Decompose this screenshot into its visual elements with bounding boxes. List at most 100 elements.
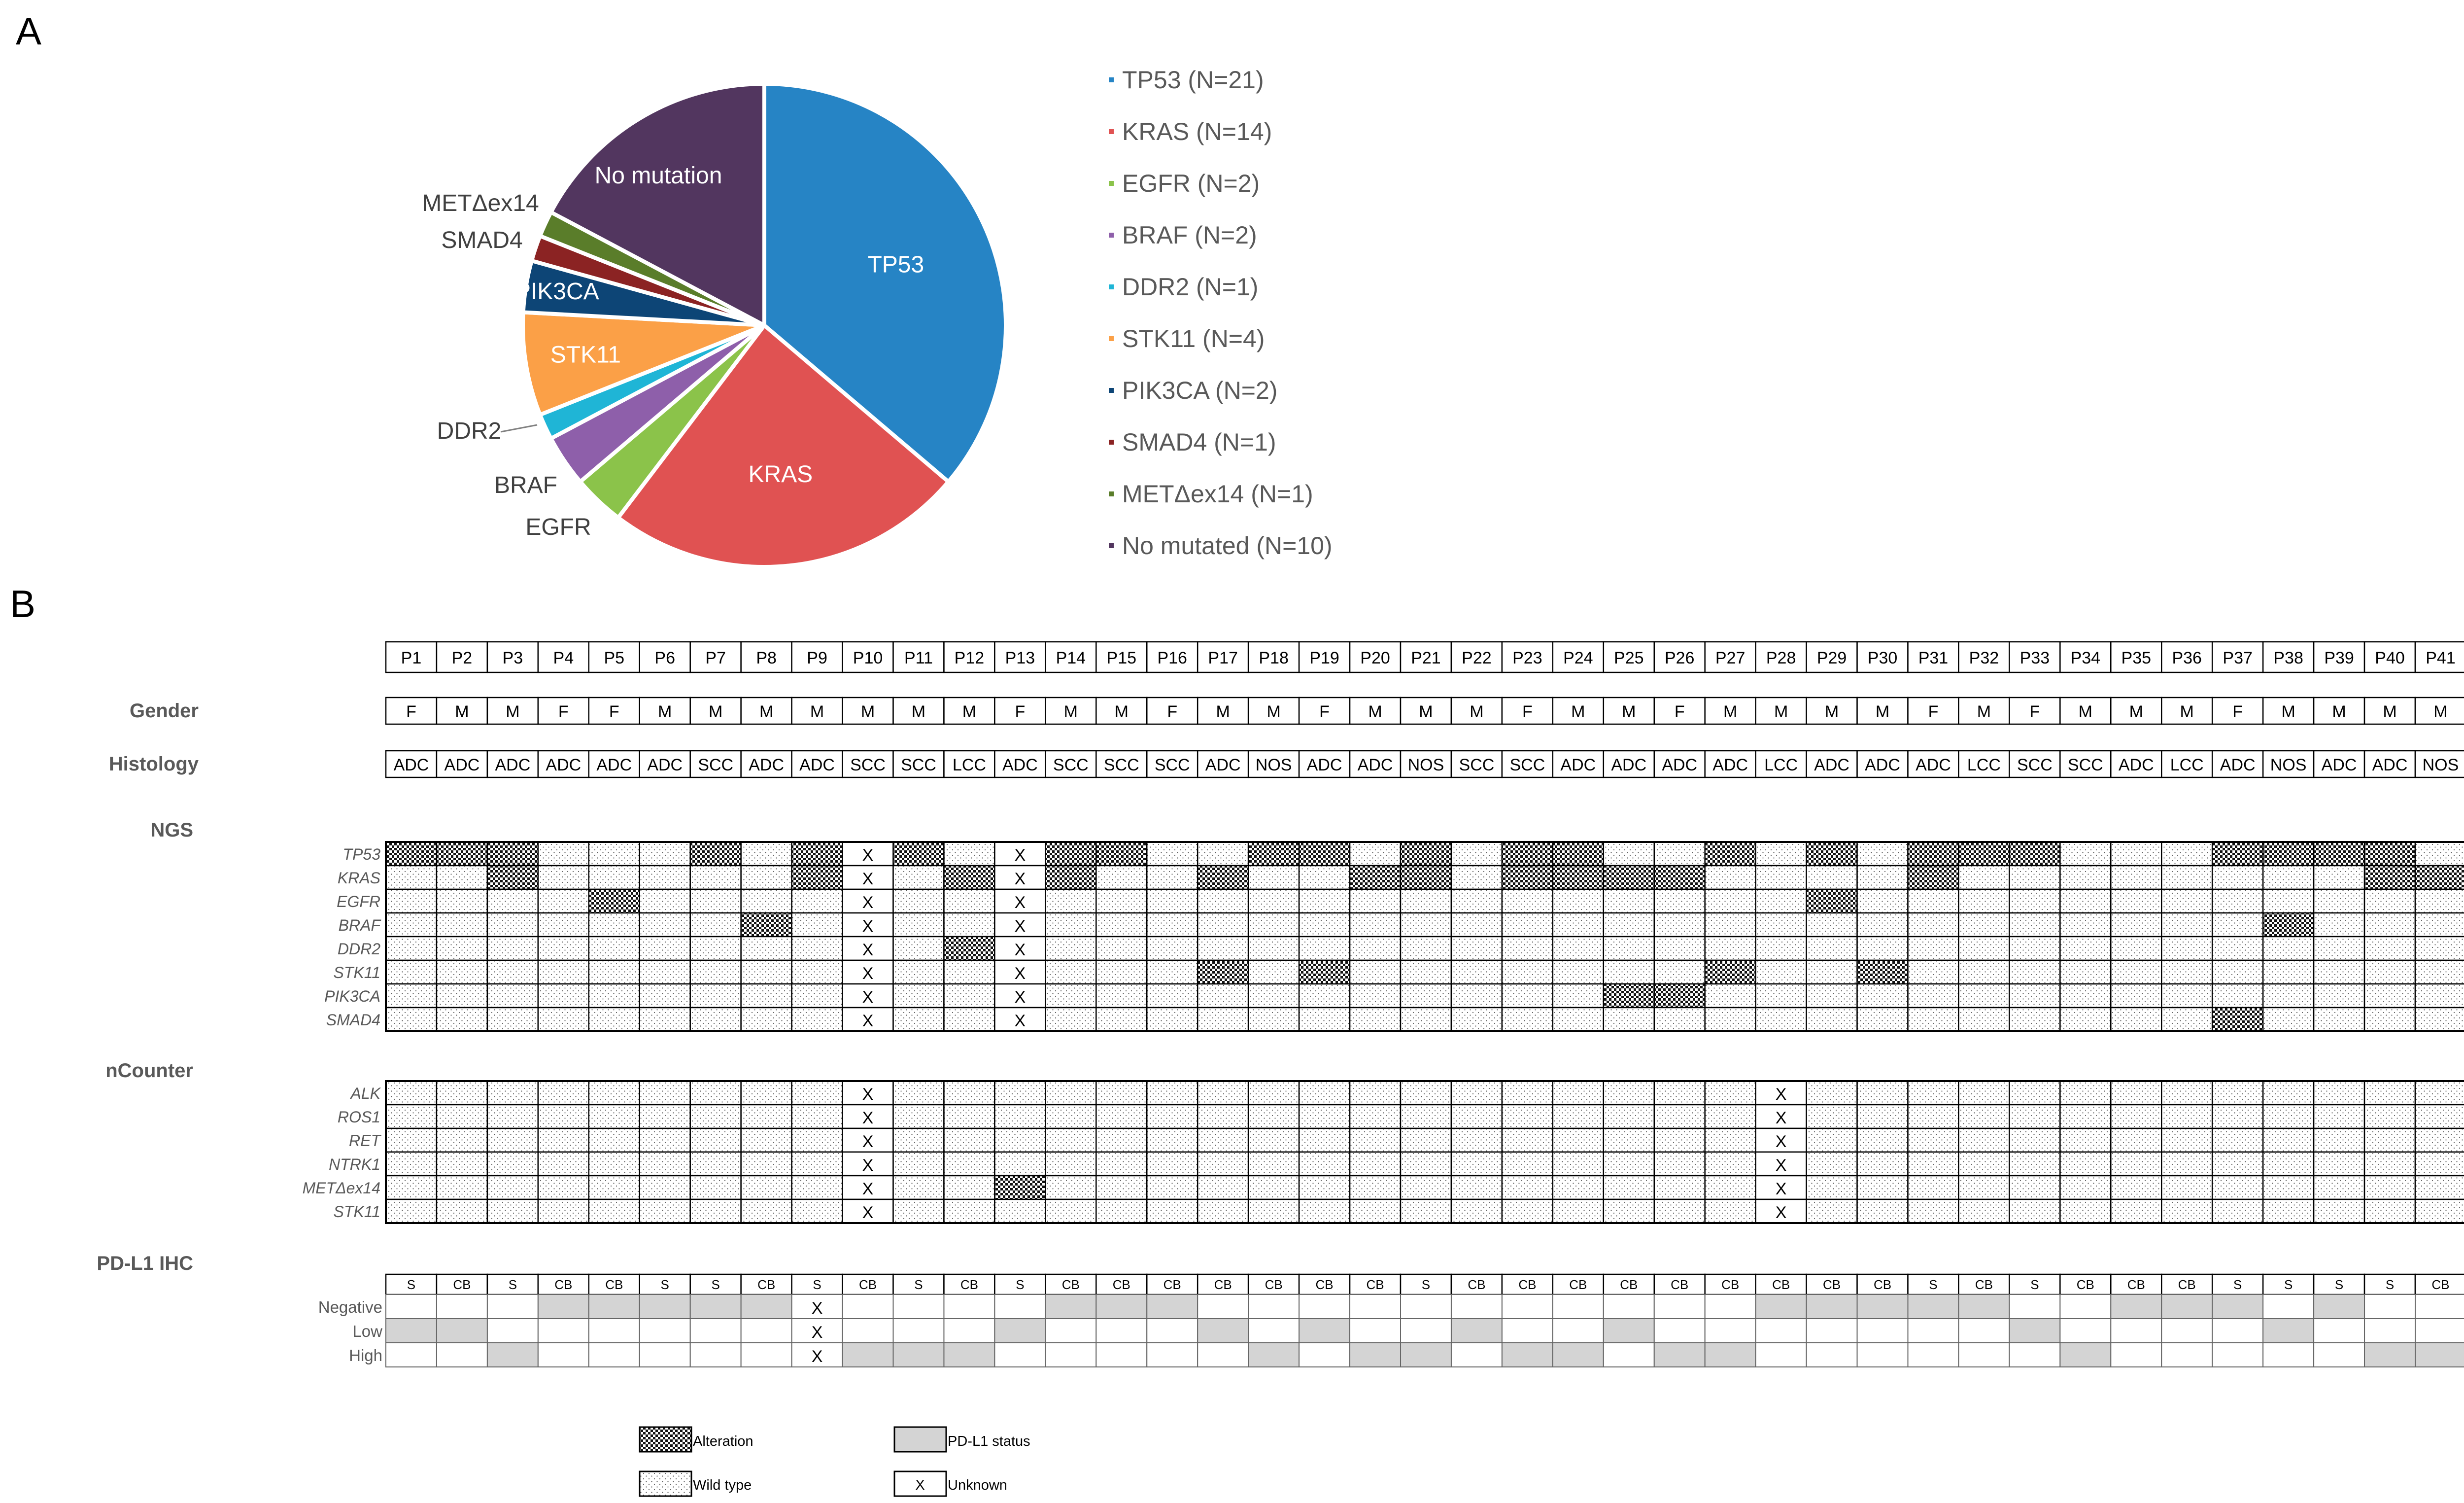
ngs-cell-wild-type [943,983,995,1009]
ncounter-cell-wild-type [1552,1080,1605,1106]
ncounter-cell-wild-type [1704,1175,1756,1200]
pdl1-antibody-value: S [509,1277,517,1292]
patient-id-p6: P6 [654,649,675,667]
ncounter-cell-wild-type [1247,1175,1300,1200]
pdl1-antibody-value: S [407,1277,415,1292]
pdl1-status-cell-filled [2313,1294,2365,1319]
pdl1-status-cell [588,1342,640,1367]
ncounter-cell-wild-type [1400,1175,1452,1200]
patient-header-cell [588,641,641,673]
ngs-cell-wild-type [1045,959,1097,985]
gender-cell [486,697,539,725]
ngs-cell-wild-type [1501,912,1554,938]
ncounter-cell-wild-type [1450,1127,1503,1153]
ngs-cell-wild-type [1247,1007,1300,1032]
ngs-cell-wild-type [1958,912,2010,938]
ncounter-cell-wild-type [1907,1198,1959,1224]
patient-header-cell [2110,641,2162,673]
ncounter-cell-wild-type [1806,1198,1858,1224]
ngs-unknown-mark: X [862,870,874,888]
ngs-cell-alteration [1501,841,1554,867]
ngs-cell-wild-type [1958,983,2010,1009]
ncounter-cell-wild-type [1856,1198,1909,1224]
ngs-cell-wild-type [639,1007,691,1032]
pdl1-antibody-value: CB [1468,1277,1485,1292]
histology-value: NOS [1256,756,1292,774]
legend-label-kras: KRAS (N=14) [1122,118,1272,145]
panel-label-b: B [10,582,35,626]
ncounter-cell-wild-type [791,1151,843,1177]
pie-legend: TP53 (N=21) KRAS (N=14) EGFR (N=2) BRAF (N=… [1109,66,1333,559]
ncounter-cell-wild-type [436,1151,488,1177]
ncounter-cell-wild-type [1349,1151,1402,1177]
gender-value: M [1266,702,1280,721]
ncounter-cell-wild-type [537,1104,590,1129]
ngs-frame [385,841,2464,1032]
ngs-cell-wild-type [1958,888,2010,914]
ngs-cell-alteration [436,841,488,867]
ngs-cell-alteration [385,841,438,867]
histology-cell [1501,750,1554,778]
pdl1-status-cell-filled [1299,1318,1351,1343]
gender-value: M [1977,702,1991,721]
pdl1-status-cell [486,1318,539,1343]
ngs-cell-wild-type [943,1007,995,1032]
ncounter-cell-wild-type [486,1198,539,1224]
pdl1-antibody-value: CB [1518,1277,1536,1292]
ngs-cell-wild-type [1450,912,1503,938]
ngs-unknown-mark: X [1015,893,1026,912]
ngs-cell-wild-type [2313,936,2365,961]
pdl1-status-cell [436,1342,488,1367]
ncounter-cell-wild-type [436,1104,488,1129]
gender-cell [1603,697,1655,725]
pdl1-status-cell [2364,1294,2416,1319]
ngs-cell-wild-type [2262,865,2315,890]
pdl1-status-cell [943,1318,995,1343]
ncounter-cell-wild-type [385,1080,438,1106]
ncounter-cell-wild-type [892,1127,945,1153]
ngs-cell-wild-type [588,936,641,961]
pdl1-status-cell [1248,1294,1300,1319]
pdl1-status-cell [1400,1294,1452,1319]
pdl1-status-cell [1907,1318,1959,1343]
ncounter-cell-wild-type [1400,1198,1452,1224]
ngs-cell-alteration [689,841,742,867]
ngs-cell-wild-type [1400,983,1452,1009]
histology-value: ADC [1560,756,1596,774]
ngs-cell-alteration [1197,865,1249,890]
ncounter-unknown-mark: X [862,1180,874,1198]
ngs-cell-wild-type [1045,936,1097,961]
ngs-cell-wild-type [892,936,945,961]
patient-id-p23: P23 [1512,649,1542,667]
row-label-pdl1: PD-L1 IHC [97,1253,193,1274]
ngs-cell-wild-type [2211,959,2264,985]
patient-header-cell [1045,641,1097,673]
ngs-cell-wild-type [1298,983,1351,1009]
ngs-cell-wild-type [1349,888,1402,914]
pdl1-unknown-mark: X [812,1299,823,1318]
ngs-cell-wild-type [1856,1007,1909,1032]
pdl1-status-cell-filled [537,1294,589,1319]
gender-value: F [1928,702,1939,721]
pdl1-antibody-value: CB [757,1277,775,1292]
ngs-cell-wild-type [2211,865,2264,890]
ncounter-cell-wild-type [1298,1080,1351,1106]
ngs-cell-wild-type [639,888,691,914]
patient-id-p18: P18 [1259,649,1289,667]
ngs-gene-label-kras: KRAS [338,869,380,887]
pdl1-status-cell [2212,1342,2264,1367]
ngs-cell-wild-type [1552,1007,1605,1032]
pdl1-status-cell-filled [740,1294,792,1319]
row-label-ncounter: nCounter [105,1060,193,1082]
gender-value: M [962,702,976,721]
pdl1-status-cell-filled [1400,1342,1452,1367]
histology-value: LCC [953,756,986,774]
pdl1-status-cell [1653,1294,1706,1319]
ngs-unknown-mark: X [1015,964,1026,983]
ncounter-cell-wild-type [1603,1198,1655,1224]
pdl1-antibody-value: S [2030,1277,2039,1292]
gender-cell [2110,697,2162,725]
pdl1-status-cell [1095,1342,1148,1367]
ngs-cell-alteration [2211,841,2264,867]
pdl1-status-cell [2313,1318,2365,1343]
